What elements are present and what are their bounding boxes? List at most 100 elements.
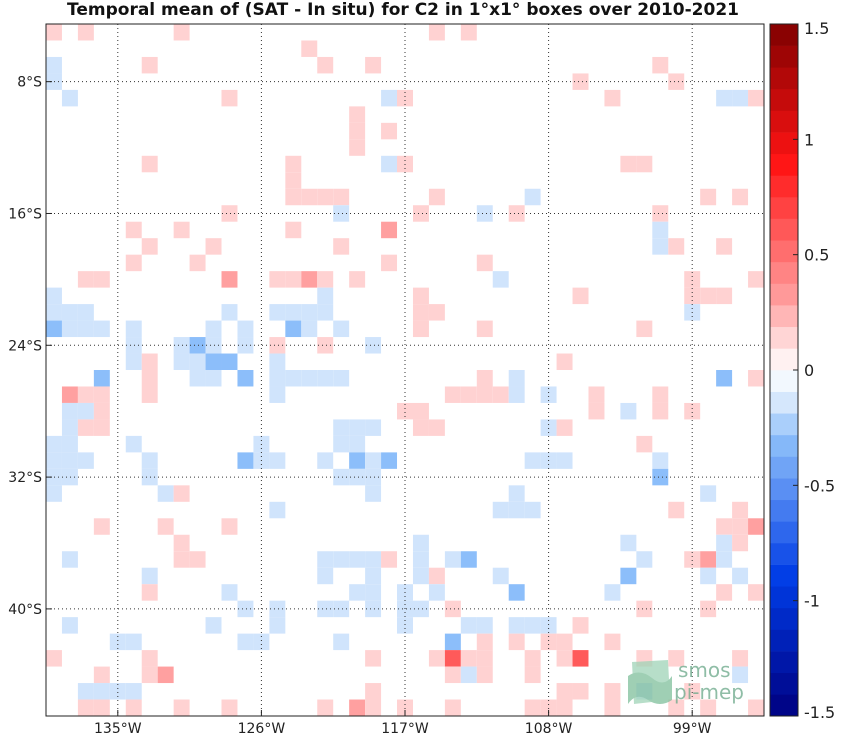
heatmap-cell: [301, 40, 318, 57]
heatmap-cell: [93, 666, 110, 684]
heatmap-cell: [77, 24, 94, 41]
heatmap-cell: [61, 617, 78, 634]
heatmap-cell: [748, 699, 764, 716]
heatmap-cell: [317, 304, 334, 321]
heatmap-cell: [93, 271, 110, 288]
heatmap-cell: [317, 567, 334, 585]
logo-wave-shade-icon: [628, 672, 672, 704]
heatmap-cell: [444, 551, 461, 568]
heatmap-cell: [77, 271, 94, 288]
heatmap-cell: [508, 370, 525, 387]
heatmap-cell: [365, 468, 382, 486]
heatmap-cell: [285, 320, 302, 338]
heatmap-cell: [349, 452, 366, 469]
heatmap-cell: [125, 221, 142, 239]
heatmap-cell: [46, 56, 62, 74]
colorbar-swatch: [770, 24, 798, 46]
heatmap-cell: [333, 238, 350, 255]
heatmap-cell: [604, 699, 621, 716]
heatmap-cell: [716, 370, 733, 387]
heatmap-cell: [237, 320, 254, 338]
colorbar-swatch: [770, 132, 798, 155]
heatmap-cell: [221, 205, 238, 222]
heatmap-cell: [716, 518, 733, 535]
heatmap-cell: [349, 271, 366, 288]
colorbar-swatch: [770, 564, 798, 587]
heatmap-cell: [700, 567, 717, 585]
heatmap-cell: [620, 534, 637, 552]
heatmap-cell: [684, 551, 701, 568]
heatmap-cell: [652, 221, 669, 239]
heatmap-cell: [604, 633, 621, 651]
heatmap-cell: [365, 485, 382, 502]
heatmap-cell: [556, 452, 573, 469]
heatmap-cell: [412, 551, 429, 568]
heatmap-cell: [109, 633, 126, 651]
heatmap-cell: [652, 205, 669, 222]
heatmap-cell: [205, 337, 222, 354]
heatmap-cell: [77, 402, 94, 420]
heatmap-cell: [428, 650, 445, 667]
heatmap-cell: [141, 353, 158, 370]
heatmap-cell: [572, 650, 589, 667]
heatmap-cell: [365, 567, 382, 585]
colorbar-swatch: [770, 88, 798, 111]
heatmap-cell: [46, 468, 62, 486]
y-tick-label: 40°S: [8, 602, 42, 618]
colorbar-swatch: [770, 305, 798, 328]
heatmap-cell: [365, 337, 382, 354]
x-tick-label: 126°W: [238, 721, 286, 737]
heatmap-cell: [157, 666, 174, 684]
heatmap-cell: [61, 435, 78, 453]
heatmap-cell: [636, 155, 653, 173]
colorbar-tick-label: -1: [804, 592, 820, 611]
heatmap-cell: [333, 419, 350, 436]
heatmap-cell: [428, 24, 445, 41]
colorbar-swatch: [770, 391, 798, 414]
heatmap-cell: [397, 699, 413, 716]
heatmap-cell: [365, 699, 382, 716]
heatmap-cell: [412, 320, 429, 338]
heatmap-cell: [173, 337, 190, 354]
heatmap-cell: [444, 600, 461, 618]
heatmap-cell: [221, 304, 238, 321]
heatmap-cell: [269, 386, 286, 403]
heatmap-cell: [61, 419, 78, 436]
heatmap-cell: [524, 650, 541, 667]
heatmap-cell: [365, 683, 382, 700]
heatmap-cell: [540, 633, 557, 651]
heatmap-cell: [748, 271, 764, 288]
heatmap-cell: [460, 24, 477, 41]
heatmap-cell: [77, 452, 94, 469]
heatmap-cell: [77, 386, 94, 403]
heatmap-cell: [636, 600, 653, 618]
heatmap-cell: [716, 89, 733, 107]
heatmap-cell: [460, 386, 477, 403]
heatmap-cell: [333, 551, 350, 568]
heatmap-cell: [476, 370, 493, 387]
heatmap-cell: [540, 386, 557, 403]
heatmap-cell: [141, 650, 158, 667]
heatmap-cell: [508, 617, 525, 634]
heatmap-cell: [173, 699, 190, 716]
heatmap-cell: [285, 172, 302, 189]
heatmap-cell: [61, 551, 78, 568]
heatmap-cell: [444, 633, 461, 651]
heatmap-cell: [46, 485, 62, 502]
heatmap-cell: [125, 254, 142, 272]
heatmap-cell: [269, 304, 286, 321]
logo-text-line2: pi-mep: [674, 680, 744, 704]
colorbar-swatch: [770, 153, 798, 176]
heatmap-cell: [397, 89, 413, 107]
heatmap-cell: [492, 567, 509, 585]
heatmap-cell: [285, 304, 302, 321]
colorbar-tick-label: 0: [804, 361, 814, 380]
colorbar-tick-label: -0.5: [804, 476, 835, 495]
heatmap-cell: [748, 518, 764, 535]
heatmap-cell: [317, 551, 334, 568]
heatmap-cell: [716, 584, 733, 601]
colorbar-swatch: [770, 456, 798, 479]
heatmap-cell: [668, 73, 685, 90]
heatmap-cell: [141, 155, 158, 173]
